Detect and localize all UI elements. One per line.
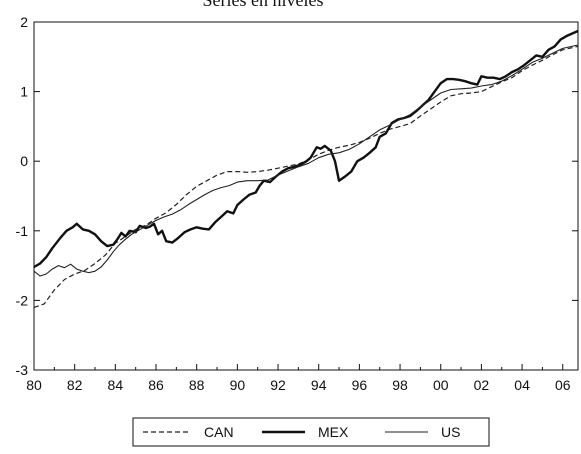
legend-label-mex: MEX [318, 424, 349, 440]
x-tick-label: 82 [67, 377, 83, 393]
x-tick-label: 02 [474, 377, 490, 393]
legend-label-can: CAN [204, 424, 234, 440]
x-tick-label: 96 [352, 377, 368, 393]
y-tick-label: -1 [16, 223, 29, 239]
legend: CAN MEX US [132, 417, 490, 447]
legend-label-us: US [441, 424, 460, 440]
y-tick-label: 1 [20, 84, 28, 100]
x-tick-label: 98 [392, 377, 408, 393]
legend-box [132, 417, 490, 447]
x-tick-label: 84 [108, 377, 124, 393]
x-tick-label: 92 [270, 377, 286, 393]
series-line-can [33, 45, 579, 308]
plot-frame [33, 21, 579, 371]
y-tick-label: 0 [20, 153, 28, 169]
y-tick-label: -2 [16, 292, 29, 308]
series-line-mex [33, 29, 579, 269]
series-line-us [33, 44, 579, 277]
x-tick-label: 00 [433, 377, 449, 393]
x-tick-label: 94 [311, 377, 327, 393]
chart-title: Series en niveles [203, 0, 324, 10]
x-tick-label: 88 [189, 377, 205, 393]
y-tick-label: -3 [16, 362, 29, 378]
x-tick-label: 90 [230, 377, 246, 393]
x-tick-label: 06 [555, 377, 571, 393]
y-tick-label: 2 [20, 14, 28, 30]
x-tick-label: 86 [148, 377, 164, 393]
plot-area [33, 29, 579, 308]
axes: -3 -2 -1 0 1 2 80 82 84 86 88 90 92 94 96 98 00 02 04 06 [16, 14, 579, 393]
x-tick-label: 04 [514, 377, 530, 393]
x-tick-label: 80 [26, 377, 42, 393]
